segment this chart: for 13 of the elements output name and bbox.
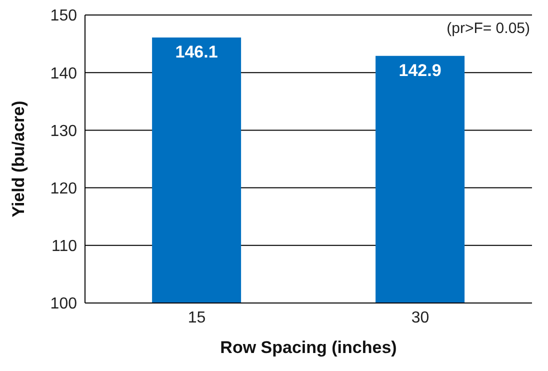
y-tick-label: 120 xyxy=(50,180,78,198)
x-tick-label: 30 xyxy=(411,309,430,326)
y-tick-label: 140 xyxy=(50,65,78,82)
data-label: 146.1 xyxy=(175,42,218,62)
x-tick-label: 15 xyxy=(188,309,206,326)
y-tick-label: 150 xyxy=(50,8,78,25)
y-axis-title: Yield (bu/acre) xyxy=(9,100,28,218)
y-tick-label: 110 xyxy=(51,238,78,256)
y-tick-label: 100 xyxy=(50,296,78,313)
y-tick-label: 130 xyxy=(50,122,78,140)
x-axis-title: Row Spacing (inches) xyxy=(220,338,397,357)
annotation: (pr>F= 0.05) xyxy=(446,20,530,37)
data-label: 142.9 xyxy=(398,60,442,80)
